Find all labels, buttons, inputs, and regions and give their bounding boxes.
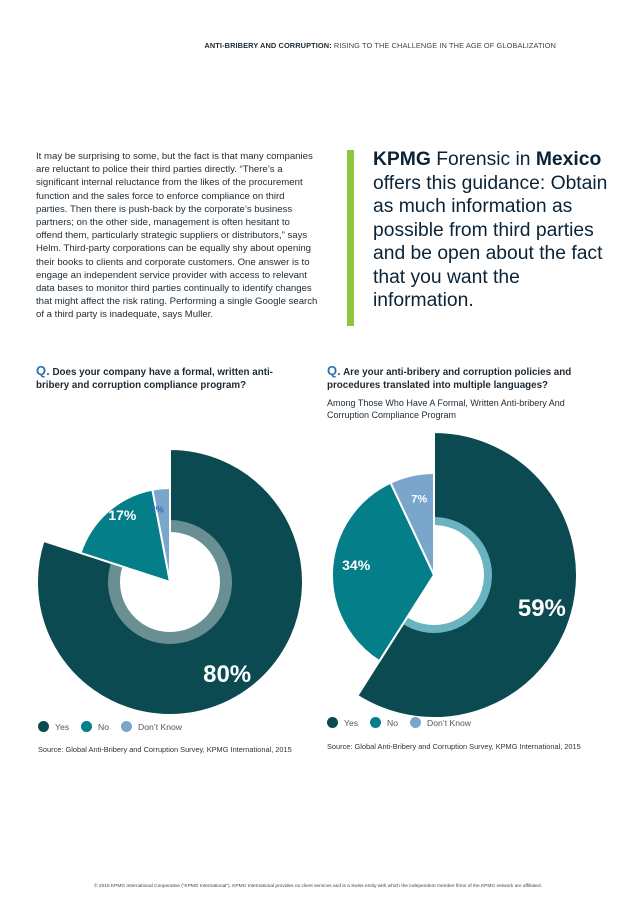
legend-label-yes: Yes — [55, 721, 70, 732]
legend-label-yes: Yes — [344, 717, 359, 728]
running-header: ANTI-BRIBERY AND CORRUPTION: RISING TO T… — [204, 41, 556, 50]
pull-quote-brand: KPMG — [373, 149, 431, 170]
chart-1-legend: Yes No Don’t Know — [38, 721, 194, 732]
pull-quote-text: KPMG Forensic in Mexico offers this guid… — [373, 148, 618, 313]
legend-item-dont-know: Don’t Know — [410, 717, 471, 728]
chart-1-label-dont-know: 3% — [151, 504, 164, 514]
legend-item-yes: Yes — [38, 721, 69, 732]
copyright-footer: © 2015 KPMG International Cooperative (“… — [94, 884, 542, 889]
chart-1-label-no: 17% — [108, 507, 137, 523]
legend-swatch-no — [81, 721, 93, 732]
chart-1-label-yes: 80% — [203, 661, 251, 688]
legend-swatch-dont-know — [121, 721, 133, 732]
header-title: ANTI-BRIBERY AND CORRUPTION: — [204, 41, 332, 50]
legend-item-no: No — [81, 721, 109, 732]
legend-item-no: No — [370, 717, 398, 728]
question-2: Q. Are your anti-bribery and corruption … — [327, 364, 589, 392]
legend-item-dont-know: Don’t Know — [121, 721, 182, 732]
legend-swatch-yes — [38, 721, 49, 732]
question-1: Q. Does your company have a formal, writ… — [36, 364, 286, 392]
question-1-mark: Q. — [36, 363, 50, 378]
question-2-mark: Q. — [327, 363, 341, 378]
pull-quote-country: Mexico — [535, 149, 602, 170]
chart-2-source: Source: Global Anti-Bribery and Corrupti… — [327, 742, 581, 751]
chart-1-slice-no — [79, 488, 172, 584]
header-subtitle: RISING TO THE CHALLENGE IN THE AGE OF GL… — [331, 41, 556, 50]
question-2-text: Are your anti-bribery and corruption pol… — [327, 367, 572, 391]
legend-swatch-dont-know — [410, 717, 422, 728]
chart-2-label-dont-know: 7% — [411, 494, 427, 506]
chart-2-slice-no — [331, 481, 436, 663]
pull-quote-rest: offers this guidance: Obtain as much inf… — [373, 172, 608, 312]
pull-quote-mid: Forensic in — [430, 149, 536, 170]
chart-1-source: Source: Global Anti-Bribery and Corrupti… — [38, 745, 292, 754]
chart-2-label-no: 34% — [342, 557, 371, 573]
pull-quote: KPMG Forensic in Mexico offers this guid… — [347, 148, 615, 328]
legend-label-dont-know: Don’t Know — [427, 717, 471, 728]
chart-2-slice-dont-know — [389, 471, 435, 576]
question-2-subtitle: Among Those Who Have A Formal, Written A… — [327, 398, 565, 420]
pull-quote-accent-bar — [347, 150, 354, 326]
legend-swatch-no — [370, 717, 382, 728]
legend-label-no: No — [98, 721, 110, 732]
question-1-text: Does your company have a formal, written… — [36, 367, 273, 391]
legend-label-no: No — [387, 717, 399, 728]
legend-item-yes: Yes — [327, 717, 358, 728]
chart-2-legend: Yes No Don’t Know — [327, 717, 483, 728]
legend-label-dont-know: Don’t Know — [138, 721, 182, 732]
chart-2-label-yes: 59% — [518, 595, 566, 622]
chart-1-slice-dont-know — [151, 486, 171, 583]
body-paragraph: It may be surprising to some, but the fa… — [36, 151, 318, 321]
legend-swatch-yes — [327, 717, 338, 728]
